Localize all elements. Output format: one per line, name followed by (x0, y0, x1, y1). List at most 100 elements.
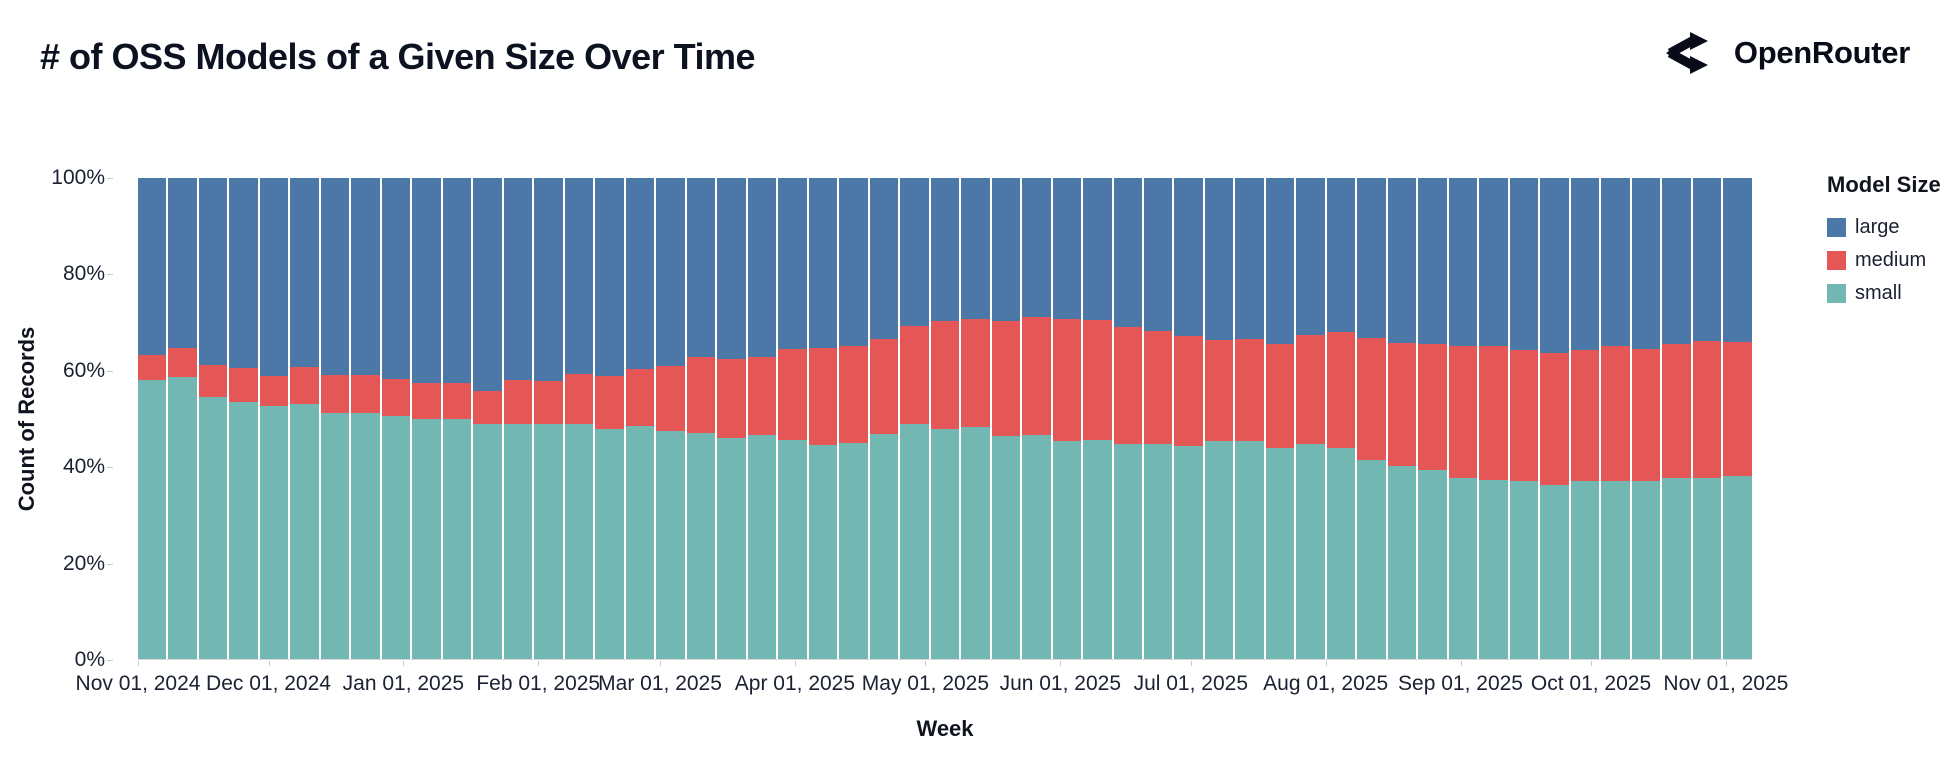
bar-seg-small (930, 428, 960, 659)
bar-seg-small (198, 397, 228, 659)
bar-week-2025-03-14 (717, 178, 746, 659)
bar-seg-medium (717, 358, 746, 438)
bar-week-2025-07-18 (1265, 178, 1295, 659)
x-tick-mark (403, 661, 405, 666)
bar-seg-large (1265, 178, 1295, 344)
bar-seg-medium (595, 375, 624, 429)
bar-seg-large (717, 178, 746, 359)
bar-seg-small (473, 424, 502, 659)
bar-week-2025-07-11 (1235, 178, 1264, 659)
bar-seg-medium (1631, 348, 1661, 482)
bar-seg-medium (747, 357, 777, 436)
bar-seg-large (1083, 178, 1112, 320)
bar-seg-large (1113, 178, 1142, 328)
y-tick-label: 20% (62, 551, 105, 575)
bar-seg-small (1418, 470, 1447, 659)
bar-seg-small (1174, 445, 1203, 659)
x-tick-label: Jan 01, 2025 (342, 672, 465, 695)
bar-seg-medium (564, 373, 594, 424)
bar-seg-large (198, 178, 228, 366)
bar-seg-large (900, 178, 929, 327)
bar-seg-small (1143, 443, 1173, 659)
bar-week-2025-06-13 (1113, 178, 1142, 659)
bar-seg-small (625, 425, 655, 659)
y-tick-mark (107, 563, 113, 565)
bar-week-2025-09-12 (1509, 178, 1539, 659)
x-tick-label: Jun 01, 2025 (999, 672, 1121, 695)
bar-week-2025-09-05 (1479, 178, 1508, 659)
bar-seg-small (1723, 476, 1752, 659)
y-tick-label: 0% (74, 648, 105, 671)
legend-swatch-small (1827, 284, 1846, 303)
bar-week-2025-04-18 (869, 178, 899, 659)
bar-seg-large (1326, 178, 1356, 333)
bar-seg-large (1448, 178, 1478, 346)
bar-seg-medium (351, 374, 380, 413)
bar-seg-medium (412, 383, 441, 420)
bar-seg-small (1692, 478, 1722, 659)
bar-seg-medium (534, 380, 563, 425)
bar-seg-medium (625, 369, 655, 426)
bar-seg-small (1052, 441, 1082, 659)
bar-seg-medium (1570, 349, 1600, 481)
bar-week-2025-05-30 (1052, 178, 1082, 659)
bar-week-2024-11-01 (138, 178, 167, 659)
bar-seg-medium (473, 391, 502, 425)
bar-seg-small (1540, 485, 1569, 659)
bar-seg-small (900, 424, 929, 659)
legend-item-medium: medium (1827, 249, 1945, 272)
bar-seg-medium (1418, 344, 1447, 471)
bar-seg-large (229, 178, 258, 368)
bar-week-2025-05-23 (1022, 178, 1051, 659)
bar-week-2025-01-31 (534, 178, 563, 659)
y-tick-mark (107, 467, 113, 469)
x-tick-mark (1325, 661, 1327, 666)
bar-seg-small (564, 423, 594, 659)
bar-week-2025-03-21 (747, 178, 777, 659)
bar-seg-small (839, 442, 868, 659)
bar-seg-large (381, 178, 411, 379)
legend-title: Model Size (1827, 172, 1941, 197)
x-tick-mark (925, 661, 927, 666)
bar-seg-large (1418, 178, 1447, 345)
legend-items: large medium small (1827, 216, 1945, 305)
bar-seg-medium (229, 367, 258, 402)
bar-seg-large (290, 178, 319, 367)
bar-seg-large (1387, 178, 1417, 343)
legend: Model Size large medium small (1827, 172, 1945, 315)
bar-seg-small (1387, 465, 1417, 659)
bar-seg-small (412, 419, 441, 659)
bar-week-2025-02-07 (564, 178, 594, 659)
bar-seg-medium (1448, 345, 1478, 478)
bar-seg-medium (839, 345, 868, 443)
bar-seg-medium (1601, 345, 1630, 481)
bar-seg-medium (198, 365, 228, 398)
bar-seg-medium (1022, 317, 1051, 436)
bar-week-2025-05-02 (930, 178, 960, 659)
bar-seg-small (1448, 477, 1478, 659)
bar-week-2025-08-22 (1418, 178, 1447, 659)
y-tick-mark (107, 274, 113, 276)
bar-seg-large (1662, 178, 1691, 345)
bar-week-2025-10-03 (1601, 178, 1630, 659)
bar-seg-medium (778, 348, 807, 440)
y-axis: 0% 20% 40% 60% 80% 100% (0, 166, 138, 671)
bar-seg-medium (1326, 332, 1356, 448)
y-tick-label: 80% (62, 262, 105, 286)
bar-week-2025-05-16 (991, 178, 1021, 659)
bar-seg-small (229, 401, 258, 659)
bar-seg-medium (1357, 338, 1386, 461)
bar-seg-large (138, 178, 167, 356)
bar-week-2025-06-27 (1174, 178, 1203, 659)
bar-seg-medium (930, 320, 960, 429)
bar-seg-large (564, 178, 594, 374)
bar-seg-small (656, 430, 685, 659)
bar-seg-medium (1052, 318, 1082, 442)
bar-seg-large (1692, 178, 1722, 341)
x-tick-mark (794, 661, 796, 666)
x-tick-label: Sep 01, 2025 (1398, 672, 1523, 695)
bar-week-2025-04-04 (808, 178, 838, 659)
bar-seg-medium (1479, 345, 1508, 480)
bar-week-2025-02-14 (595, 178, 624, 659)
bar-week-2025-06-20 (1143, 178, 1173, 659)
